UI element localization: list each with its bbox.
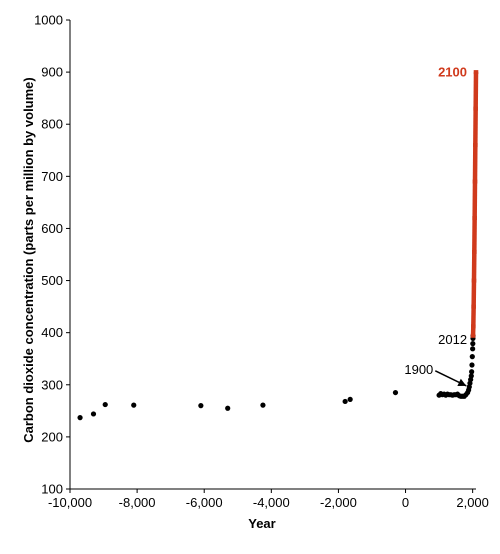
y-tick-label: 800 <box>41 117 63 132</box>
y-tick-label: 400 <box>41 325 63 340</box>
data-point-historical <box>102 401 108 408</box>
annotation-2012: 2012 <box>438 332 467 347</box>
y-tick-label: 200 <box>41 429 63 444</box>
x-tick-label: -6,000 <box>186 495 223 510</box>
x-axis-title-text: Year <box>248 516 275 531</box>
data-point-historical <box>469 354 475 360</box>
annotation-arrow-head <box>457 378 467 386</box>
x-tick-label: 2,000 <box>456 495 489 510</box>
y-tick-label: 700 <box>41 169 63 184</box>
annotation-2100: 2100 <box>438 65 467 80</box>
data-point-historical <box>90 411 97 417</box>
data-point-historical <box>470 341 476 347</box>
data-point-historical <box>347 396 353 402</box>
y-axis-title-text: Carbon dioxide concentration (parts per … <box>21 77 36 443</box>
data-point-projection <box>473 70 479 75</box>
data-point-historical <box>468 373 474 379</box>
data-point-projection <box>473 143 478 148</box>
data-point-projection <box>472 179 478 184</box>
data-point-historical <box>470 346 476 352</box>
data-point-projection <box>473 106 478 111</box>
data-point-historical <box>392 389 399 396</box>
x-tick-label: -4,000 <box>253 495 290 510</box>
data-point-projection <box>471 278 477 283</box>
y-tick-label: 500 <box>41 273 63 288</box>
data-point-historical <box>198 403 204 409</box>
annotations: 2100 2012 1900 <box>404 65 467 387</box>
annotation-1900: 1900 <box>404 362 433 377</box>
x-tick-label: -8,000 <box>119 495 156 510</box>
data-point-historical <box>260 402 266 408</box>
data-point-projection <box>471 304 476 309</box>
data-point-projection <box>472 216 477 221</box>
y-tick-label: 1000 <box>34 13 63 28</box>
y-tick-label: 900 <box>41 65 63 80</box>
x-axis-title: Year <box>248 516 275 531</box>
y-tick-label: 100 <box>41 482 63 497</box>
y-axis-title: Carbon dioxide concentration (parts per … <box>21 77 36 443</box>
y-tick-label: 300 <box>41 377 63 392</box>
data-point-historical <box>469 369 475 375</box>
data-point-historical <box>469 362 475 368</box>
data-point-projection <box>472 249 477 254</box>
x-tick-label: 0 <box>402 495 409 510</box>
x-tick-label: -2,000 <box>320 495 357 510</box>
data-point-projection <box>470 333 476 338</box>
chart-marks <box>77 70 479 421</box>
x-tick-label: -10,000 <box>48 495 92 510</box>
data-point-historical <box>225 405 231 411</box>
data-point-projection <box>471 324 476 329</box>
data-point-historical <box>131 402 137 408</box>
data-point-historical <box>77 415 83 421</box>
data-point-historical <box>342 398 348 405</box>
axes: 100 200 300 400 500 600 700 800 900 1000 -10,000 -8… <box>34 13 489 511</box>
y-tick-label: 600 <box>41 221 63 236</box>
